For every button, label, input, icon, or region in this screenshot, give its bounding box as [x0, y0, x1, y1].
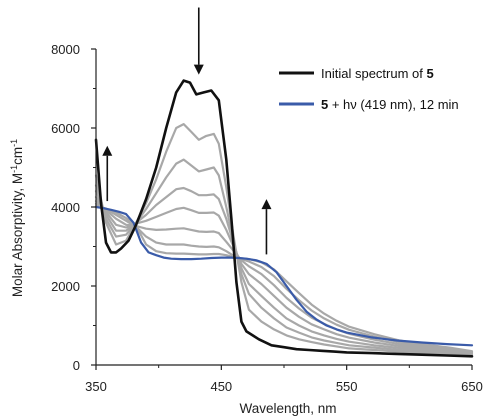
y-tick-label: 0	[73, 358, 80, 373]
series-layer	[94, 79, 474, 358]
series-line-0	[94, 79, 474, 358]
legend-entry-initial: Initial spectrum of 5	[279, 66, 434, 81]
x-tick-label: 350	[85, 379, 107, 394]
x-axis-title: Wavelength, nm	[239, 401, 336, 416]
y-tick-label: 8000	[51, 42, 80, 57]
arrow-up-2	[261, 199, 272, 255]
arrow-up-1	[102, 145, 113, 202]
y-axis-title: Molar Absorptivity, M-1cm-1	[9, 139, 25, 297]
y-tick-label: 2000	[51, 279, 80, 294]
legend-label-irradiated: 5 + hν (419 nm), 12 min	[321, 97, 459, 112]
x-tick-label: 550	[336, 379, 358, 394]
series-line-6	[94, 200, 474, 354]
annotation-arrows	[102, 7, 272, 255]
tick-layer: 350 450 550 650 0 2000 4000 6000 8000	[51, 42, 483, 394]
series-line-3	[94, 158, 474, 357]
legend-entry-irradiated: 5 + hν (419 nm), 12 min	[279, 97, 459, 112]
arrow-down-0	[193, 7, 204, 75]
legend-label-initial: Initial spectrum of 5	[321, 66, 434, 81]
series-line-7	[94, 202, 474, 354]
y-tick-label: 4000	[51, 200, 80, 215]
y-tick-label: 6000	[51, 121, 80, 136]
series-line-8	[94, 205, 474, 353]
legend: Initial spectrum of 5 5 + hν (419 nm), 1…	[279, 66, 459, 112]
series-line-4	[94, 186, 474, 356]
x-tick-label: 650	[461, 379, 483, 394]
series-line-5	[94, 196, 474, 355]
x-tick-label: 450	[210, 379, 232, 394]
